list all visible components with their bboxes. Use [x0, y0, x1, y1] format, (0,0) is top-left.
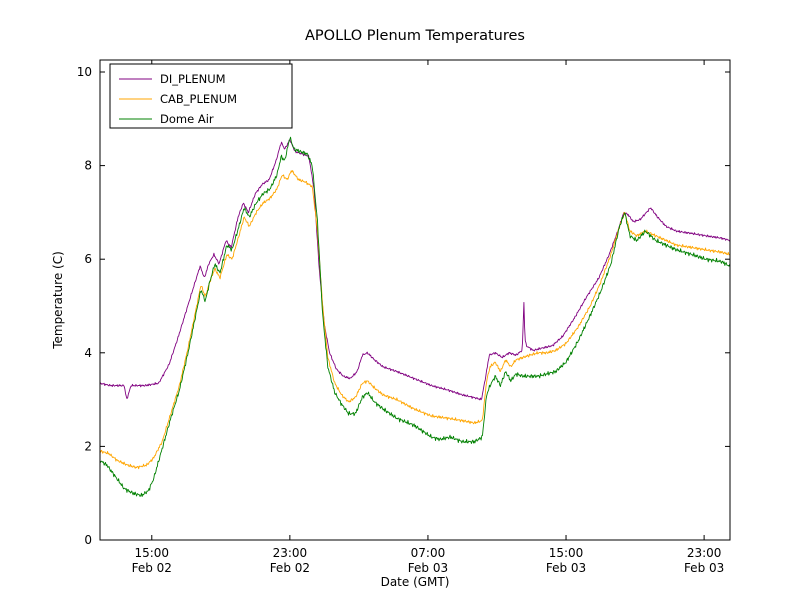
series-line-DI_PLENUM [99, 139, 731, 401]
x-tick-label-date: Feb 03 [546, 561, 586, 575]
y-tick-label: 6 [84, 252, 92, 266]
x-tick-label-time: 23:00 [273, 546, 308, 560]
y-tick-label: 4 [84, 346, 92, 360]
legend-label: DI_PLENUM [160, 72, 226, 86]
y-axis-label: Temperature (C) [51, 251, 65, 350]
x-tick-label-date: Feb 02 [132, 561, 172, 575]
series-line-Dome-Air [99, 136, 731, 497]
chart-title: APOLLO Plenum Temperatures [305, 28, 525, 44]
x-tick-label-time: 23:00 [687, 546, 722, 560]
y-tick-label: 8 [84, 159, 92, 173]
y-tick-label: 2 [84, 439, 92, 453]
y-tick-label: 10 [77, 65, 92, 79]
legend-label: CAB_PLENUM [160, 92, 237, 106]
y-tick-label: 0 [84, 533, 92, 547]
x-tick-label-time: 15:00 [134, 546, 169, 560]
legend-label: Dome Air [160, 112, 214, 126]
series-line-CAB_PLENUM [99, 170, 730, 470]
legend-box [109, 63, 293, 129]
x-tick-label-date: Feb 03 [408, 561, 448, 575]
x-tick-label-date: Feb 03 [684, 561, 724, 575]
x-axis-label: Date (GMT) [381, 575, 450, 589]
x-tick-label-time: 15:00 [549, 546, 584, 560]
axes-box [99, 59, 731, 541]
x-tick-label-time: 07:00 [411, 546, 446, 560]
x-tick-label-date: Feb 02 [270, 561, 310, 575]
